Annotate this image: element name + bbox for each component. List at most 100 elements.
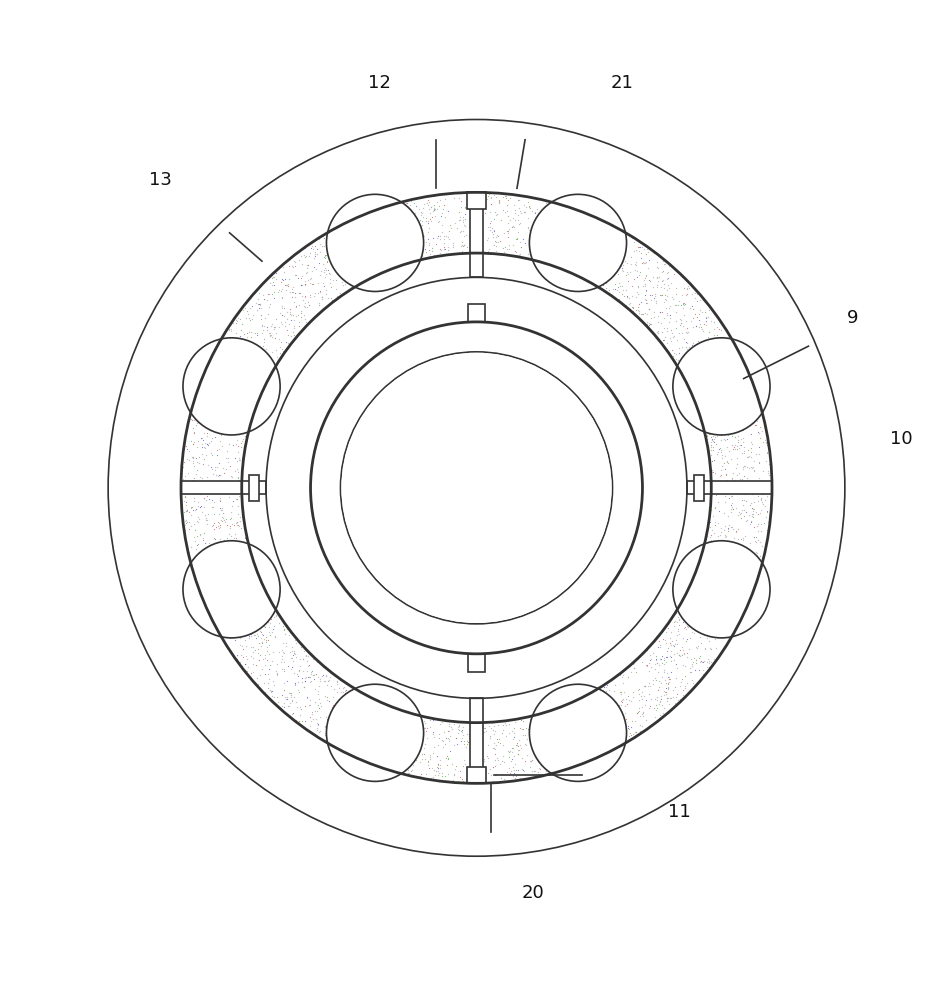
Point	[262, 646, 277, 662]
Point	[177, 486, 192, 502]
Point	[460, 734, 475, 750]
Point	[701, 324, 716, 340]
Point	[731, 579, 746, 595]
Point	[212, 547, 228, 563]
Point	[214, 500, 229, 516]
Point	[699, 431, 714, 447]
Point	[572, 245, 587, 261]
Point	[369, 238, 385, 254]
Point	[660, 680, 675, 696]
Point	[248, 630, 264, 646]
Point	[286, 689, 301, 705]
Point	[728, 575, 744, 591]
Point	[622, 264, 637, 280]
Point	[349, 259, 365, 275]
Point	[245, 361, 260, 377]
Point	[741, 448, 756, 464]
Point	[716, 552, 731, 568]
Point	[384, 207, 399, 223]
Point	[227, 350, 242, 366]
Point	[285, 693, 300, 709]
Point	[473, 770, 488, 786]
Point	[265, 274, 280, 290]
Point	[718, 388, 733, 404]
Point	[420, 213, 435, 229]
Point	[346, 232, 361, 248]
Point	[586, 707, 602, 723]
Point	[701, 533, 716, 549]
Point	[697, 343, 712, 359]
Point	[750, 523, 765, 539]
Point	[496, 773, 511, 789]
Point	[244, 665, 259, 681]
Point	[746, 576, 762, 592]
Point	[345, 697, 360, 713]
Point	[342, 737, 357, 753]
Point	[244, 324, 259, 340]
Point	[673, 269, 688, 285]
Point	[634, 684, 649, 700]
Point	[246, 593, 261, 609]
Point	[233, 339, 248, 355]
Point	[675, 630, 690, 646]
Point	[228, 432, 244, 448]
Point	[744, 575, 760, 591]
Point	[506, 714, 522, 730]
Point	[548, 237, 564, 253]
Point	[638, 692, 653, 708]
Point	[188, 450, 204, 466]
Point	[747, 405, 763, 421]
Point	[614, 675, 629, 691]
Point	[231, 384, 247, 400]
Point	[208, 531, 223, 547]
Point	[327, 249, 343, 265]
Point	[584, 695, 599, 711]
Point	[217, 544, 232, 560]
Point	[525, 743, 540, 759]
Point	[422, 248, 437, 264]
Point	[211, 403, 227, 419]
Point	[693, 653, 708, 669]
Point	[207, 462, 222, 478]
Point	[209, 356, 225, 372]
Point	[592, 249, 607, 265]
Point	[430, 737, 446, 753]
Point	[235, 302, 250, 318]
Point	[741, 569, 756, 585]
Point	[718, 389, 733, 405]
Point	[436, 186, 451, 202]
Point	[734, 390, 749, 406]
Point	[280, 278, 295, 294]
Point	[224, 404, 239, 420]
Point	[621, 290, 636, 306]
Point	[626, 256, 642, 272]
Point	[374, 247, 389, 263]
Point	[204, 365, 219, 381]
Point	[704, 569, 720, 585]
Point	[712, 462, 727, 478]
Point	[710, 353, 725, 369]
Point	[452, 733, 467, 749]
Point	[434, 205, 449, 221]
Point	[721, 443, 736, 459]
Point	[229, 613, 245, 629]
Point	[237, 613, 252, 629]
Point	[640, 719, 655, 735]
Point	[692, 362, 707, 378]
Point	[321, 242, 336, 258]
Point	[407, 752, 423, 768]
Point	[544, 719, 559, 735]
Point	[456, 752, 471, 768]
Point	[457, 756, 472, 772]
Point	[672, 674, 687, 690]
Point	[372, 222, 387, 238]
Point	[325, 707, 340, 723]
Point	[684, 589, 700, 605]
Point	[469, 717, 485, 733]
Point	[664, 689, 680, 705]
Point	[594, 741, 609, 757]
Point	[220, 330, 235, 346]
Point	[233, 547, 248, 563]
Point	[668, 686, 684, 702]
Point	[695, 596, 710, 612]
